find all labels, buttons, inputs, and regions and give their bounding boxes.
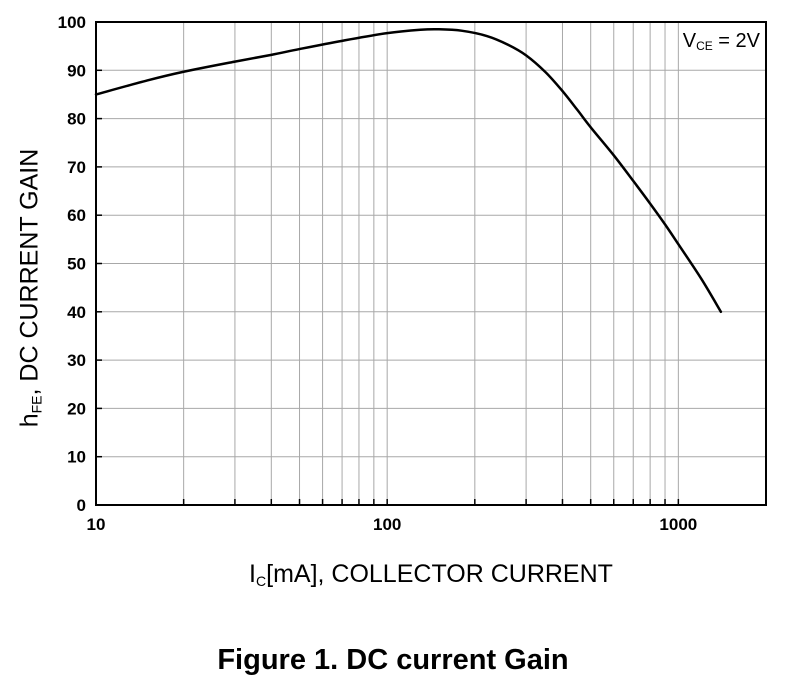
y-tick-label: 100 xyxy=(58,13,86,32)
x-axis-label-sub: C xyxy=(256,573,267,589)
x-axis-label: IC[mA], COLLECTOR CURRENT xyxy=(96,560,766,589)
y-axis-label-sub: FE xyxy=(28,395,45,414)
y-tick-label: 0 xyxy=(77,496,86,515)
x-tick-labels: 10 100 1000 xyxy=(87,515,698,534)
hfe-curve-line xyxy=(94,27,723,314)
x-tick-label: 1000 xyxy=(659,515,697,534)
y-axis-label-rest: , DC CURRENT GAIN xyxy=(15,148,44,396)
series-layer xyxy=(94,27,723,314)
x-axis-label-main: I xyxy=(249,560,256,588)
y-axis-label: hFE, DC CURRENT GAIN xyxy=(8,10,52,510)
figure-caption: Figure 1. DC current Gain xyxy=(217,644,569,676)
y-tick-label: 50 xyxy=(67,255,86,274)
y-tick-label: 40 xyxy=(67,303,86,322)
x-axis-label-rest: [mA], COLLECTOR CURRENT xyxy=(266,560,613,588)
annotation-sub: CE xyxy=(696,39,713,53)
vce-annotation: VCE = 2V xyxy=(640,30,760,53)
annotation-rest: = 2V xyxy=(712,30,760,52)
y-tick-label: 90 xyxy=(67,61,86,80)
major-gridlines xyxy=(96,69,766,458)
y-tick-label: 20 xyxy=(67,399,86,418)
y-tick-label: 30 xyxy=(67,351,86,370)
y-axis-label-main: h xyxy=(15,413,44,428)
y-tick-label: 80 xyxy=(67,110,86,129)
x-tick-label: 100 xyxy=(373,515,401,534)
y-tick-label: 10 xyxy=(67,448,86,467)
y-tick-label: 60 xyxy=(67,206,86,225)
x-tick-label: 10 xyxy=(87,515,106,534)
y-tick-label: 70 xyxy=(67,158,86,177)
axis-ticks xyxy=(96,21,680,506)
y-tick-labels: 0 10 20 30 40 50 60 70 80 90 100 xyxy=(58,13,86,515)
annotation-main: V xyxy=(682,30,697,52)
